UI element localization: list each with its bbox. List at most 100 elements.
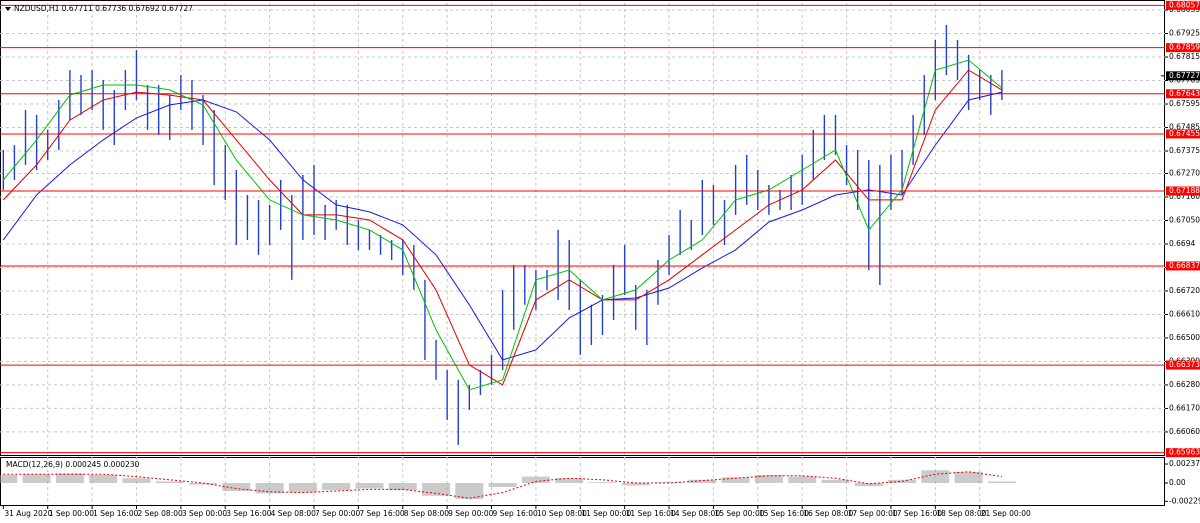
- last-price-label: 0.67727: [1169, 71, 1200, 80]
- level-label: 0.67859: [1169, 43, 1200, 52]
- macd-bar: [388, 483, 417, 491]
- x-tick-label: 21 Sep 00:00: [981, 509, 1031, 518]
- level-label-box: [1166, 43, 1200, 53]
- y-tick-label: -0.00229: [1169, 496, 1200, 505]
- macd-bar: [954, 471, 983, 483]
- x-tick-label: 15 Sep 16:00: [759, 509, 809, 518]
- macd-bar: [888, 479, 917, 483]
- macd-bar: [355, 483, 384, 489]
- x-tick-label: 3 Sep 16:00: [226, 509, 272, 518]
- x-tick-label: 18 Sep 08:00: [936, 509, 986, 518]
- x-tick-label: 3 Sep 00:00: [182, 509, 228, 518]
- y-tick-label: 0.67050: [1169, 215, 1200, 224]
- level-label-box: [1166, 448, 1200, 458]
- level-label-box: [1166, 89, 1200, 99]
- macd-bar: [854, 483, 883, 487]
- chart-title: NZDUSD,H1 0.67711 0.67736 0.67692 0.6772…: [14, 4, 193, 13]
- level-label: 0.67188: [1169, 186, 1200, 195]
- level-label: 0.66837: [1169, 261, 1200, 270]
- x-tick-label: 1 Sep 16:00: [93, 509, 139, 518]
- y-tick-label: 0.66720: [1169, 286, 1200, 295]
- y-tick-label: 0.67595: [1169, 99, 1200, 108]
- macd-bar: [122, 478, 151, 483]
- x-tick-label: 31 Aug 2020: [4, 509, 52, 518]
- main-frame: [0, 0, 1165, 456]
- menu-arrow[interactable]: [5, 7, 11, 11]
- macd-bar: [455, 483, 484, 499]
- y-tick-label: 0.66280: [1169, 380, 1200, 389]
- macd-bar: [255, 483, 284, 494]
- y-tick-label: 0.67270: [1169, 168, 1200, 177]
- y-tick-label: 0.67815: [1169, 52, 1200, 61]
- macd-title: MACD(12,26,9) 0.000245 0.000230: [6, 460, 140, 469]
- y-tick-label: 0.00: [1169, 478, 1186, 487]
- y-tick-label: 0.002372: [1169, 459, 1200, 468]
- macd-bar: [588, 482, 617, 483]
- macd-bar: [655, 482, 684, 483]
- y-tick-label: 0.67160: [1169, 192, 1200, 201]
- x-tick-label: 15 Sep 00:00: [714, 509, 764, 518]
- macd-bar: [688, 479, 717, 483]
- moving-average: [2, 91, 1003, 361]
- y-tick-label: 0.66060: [1169, 427, 1200, 436]
- x-tick-label: 10 Sep 08:00: [537, 509, 587, 518]
- y-tick-label: 0.67925: [1169, 29, 1200, 38]
- x-tick-label: 17 Sep 00:00: [848, 509, 898, 518]
- macd-bar: [22, 474, 51, 483]
- x-tick-label: 17 Sep 16:00: [892, 509, 942, 518]
- x-tick-label: 9 Sep 16:00: [493, 509, 539, 518]
- moving-average: [2, 59, 1003, 391]
- y-tick-label: 0.67485: [1169, 123, 1200, 132]
- macd-bar: [621, 483, 650, 486]
- macd-bar: [721, 477, 750, 483]
- level-label: 0.68057: [1169, 0, 1200, 9]
- moving-average: [2, 69, 1003, 386]
- x-tick-label: 9 Sep 00:00: [448, 509, 494, 518]
- level-label: 0.67455: [1169, 129, 1200, 138]
- level-label: 0.65963: [1169, 448, 1200, 457]
- x-tick-label: 16 Sep 08:00: [803, 509, 853, 518]
- level-label-box: [1166, 0, 1200, 10]
- y-tick-label: 0.66170: [1169, 403, 1200, 412]
- y-tick-label: 0.67375: [1169, 146, 1200, 155]
- macd-bar: [89, 475, 118, 483]
- macd-bar: [322, 483, 351, 491]
- y-tick-label: 0.66500: [1169, 333, 1200, 342]
- last-price-box: [1166, 71, 1200, 81]
- x-tick-label: 11 Sep 00:00: [581, 509, 631, 518]
- level-label: 0.67643: [1169, 89, 1200, 98]
- macd-bar: [821, 479, 850, 483]
- macd-bar: [555, 478, 584, 483]
- x-tick-label: 4 Sep 08:00: [271, 509, 317, 518]
- level-label-box: [1166, 360, 1200, 370]
- macd-bar: [155, 481, 184, 483]
- level-label-box: [1166, 261, 1200, 271]
- macd-bar: [55, 473, 84, 483]
- macd-bar: [788, 476, 817, 483]
- y-tick-label: 0.66610: [1169, 309, 1200, 318]
- y-tick-label: 0.6694: [1169, 239, 1195, 248]
- x-tick-label: 2 Sep 08:00: [137, 509, 183, 518]
- x-tick-label: 11 Sep 16:00: [626, 509, 676, 518]
- x-tick-label: 7 Sep 16:00: [359, 509, 405, 518]
- macd-bar: [0, 475, 18, 483]
- macd-bar: [754, 475, 783, 483]
- level-label-box: [1166, 186, 1200, 196]
- macd-bar: [189, 483, 218, 485]
- macd-bar: [422, 483, 451, 496]
- macd-bar: [521, 476, 550, 483]
- x-tick-label: 7 Sep 00:00: [315, 509, 361, 518]
- x-tick-label: 8 Sep 08:00: [404, 509, 450, 518]
- x-tick-label: 14 Sep 08:00: [670, 509, 720, 518]
- x-tick-label: 1 Sep 00:00: [49, 509, 95, 518]
- macd-bar: [987, 481, 1016, 483]
- macd-bar: [222, 483, 251, 491]
- macd-bar: [488, 483, 517, 487]
- macd-bar: [288, 483, 317, 493]
- level-label-box: [1166, 129, 1200, 139]
- level-label: 0.66373: [1169, 360, 1200, 369]
- macd-bar: [921, 470, 950, 483]
- signal-line: [3, 471, 1002, 499]
